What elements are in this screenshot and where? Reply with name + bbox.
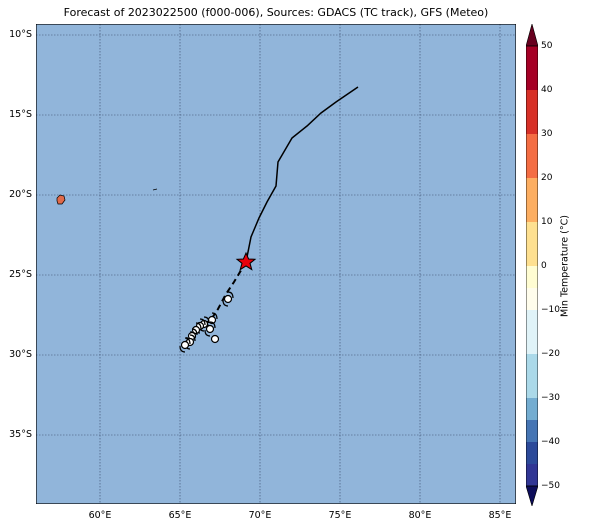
colorbar-max-extend <box>526 24 538 47</box>
lon-label: 70°E <box>248 510 272 521</box>
island-reunion <box>56 194 66 205</box>
colorbar-tick: −20 <box>541 349 560 359</box>
colorbar-tick: −40 <box>541 437 560 447</box>
ocean-background <box>36 24 516 504</box>
lat-label: 15°S <box>9 109 32 120</box>
lat-label: 20°S <box>9 189 32 200</box>
map-title: Forecast of 2023022500 (f000-006), Sourc… <box>63 6 489 19</box>
lat-label: 10°S <box>9 29 32 40</box>
lat-label: 35°S <box>9 429 32 440</box>
colorbar-tick: −30 <box>541 393 560 403</box>
colorbar-min-extend <box>526 485 538 506</box>
lon-label: 60°E <box>88 510 112 521</box>
colorbar-tick: −50 <box>541 481 560 491</box>
colorbar-tick: 20 <box>541 173 553 183</box>
colorbar-tick: 50 <box>541 41 553 51</box>
colorbar-tick: −10 <box>541 305 560 315</box>
colorbar-tick: 30 <box>541 129 553 139</box>
colorbar-label: Min Temperature (°C) <box>559 215 571 317</box>
lat-label: 30°S <box>9 349 32 360</box>
star-icon <box>235 251 257 271</box>
lon-label: 80°E <box>408 510 432 521</box>
colorbar-tick: 0 <box>541 261 547 271</box>
lon-label: 65°E <box>168 510 192 521</box>
colorbar-tick: 40 <box>541 85 553 95</box>
lat-label: 25°S <box>9 269 32 280</box>
tropical-storm-icon <box>179 291 234 353</box>
colorbar <box>526 24 538 506</box>
grid-lines <box>36 24 516 504</box>
lon-label: 85°E <box>488 510 512 521</box>
lon-label: 75°E <box>328 510 352 521</box>
colorbar-tick: 10 <box>541 217 553 227</box>
observed-track <box>245 86 359 263</box>
island-small <box>152 188 158 191</box>
forecast-map <box>36 24 516 504</box>
